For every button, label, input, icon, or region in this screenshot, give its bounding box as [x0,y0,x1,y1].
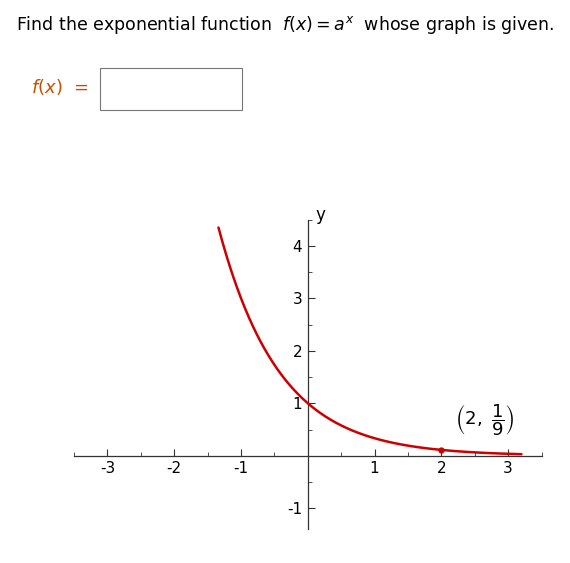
Text: y: y [316,205,325,224]
Text: Find the exponential function  $f(x) = a^x$  whose graph is given.: Find the exponential function $f(x) = a^… [16,14,554,36]
Text: $f(x)$  =: $f(x)$ = [31,77,89,97]
Text: $\left(2,\ \dfrac{1}{9}\right)$: $\left(2,\ \dfrac{1}{9}\right)$ [455,403,514,439]
